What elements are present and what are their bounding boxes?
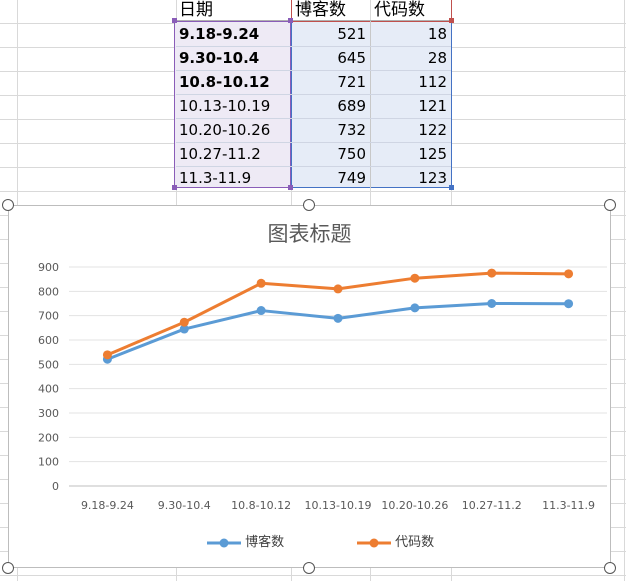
resize-handle[interactable] [2,199,14,211]
y-tick-label: 600 [38,334,59,347]
cell-blogs[interactable]: 749 [337,169,366,187]
resize-handle[interactable] [604,562,616,574]
x-tick-label: 10.8-10.12 [231,499,291,512]
column-divider [370,21,371,188]
range-handle[interactable] [172,18,177,23]
x-tick-label: 9.18-9.24 [81,499,134,512]
column-divider [624,0,625,581]
chart-area[interactable] [8,205,611,568]
cell-date[interactable]: 11.3-11.9 [179,169,252,187]
cell-blogs[interactable]: 721 [337,73,366,91]
range-handle[interactable] [288,18,293,23]
cell-date[interactable]: 9.18-9.24 [179,25,260,43]
cell-code[interactable]: 125 [418,145,447,163]
legend-marker-code [357,538,391,547]
data-point[interactable] [487,299,497,308]
cell-blogs[interactable]: 732 [337,121,366,139]
cell-blogs[interactable]: 750 [337,145,366,163]
data-point[interactable] [102,350,112,360]
row-divider [176,46,451,47]
cell-date[interactable]: 10.8-10.12 [179,73,270,91]
header-underline [176,20,451,21]
x-tick-label: 10.20-10.26 [381,499,448,512]
y-tick-label: 700 [38,310,59,323]
x-tick-label: 11.3-11.9 [542,499,595,512]
data-point[interactable] [564,299,574,309]
y-tick-label: 500 [38,358,59,371]
y-tick-label: 200 [38,431,59,444]
data-point[interactable] [487,268,497,278]
header-date[interactable]: 日期 [179,0,213,20]
range-handle[interactable] [449,185,454,190]
chart-title[interactable]: 图表标题 [267,222,352,246]
cell-blogs[interactable]: 521 [337,25,366,43]
range-handle[interactable] [288,185,293,190]
cell-code[interactable]: 123 [418,169,447,187]
legend-label-code: 代码数 [395,535,435,550]
category-range-highlight [174,21,291,188]
cell-code[interactable]: 122 [418,121,447,139]
y-tick-label: 0 [52,480,59,493]
cell-date[interactable]: 10.20-10.26 [179,121,271,139]
data-point[interactable] [410,303,420,313]
series-line[interactable] [106,302,569,361]
y-tick-label: 300 [38,407,59,420]
data-point[interactable] [179,317,189,327]
y-tick-label: 800 [38,285,59,298]
cell-date[interactable]: 10.13-10.19 [179,97,271,115]
y-tick-label: 400 [38,383,59,396]
data-point[interactable] [333,313,343,323]
legend-item-blogs[interactable]: 博客数 [207,531,284,550]
x-tick-label: 10.27-11.2 [462,499,522,512]
cell-blogs[interactable]: 689 [337,97,366,115]
header-blogs[interactable]: 博客数 [295,0,346,20]
header-code[interactable]: 代码数 [374,0,425,20]
data-point[interactable] [256,278,266,288]
resize-handle[interactable] [2,562,14,574]
legend-marker-blogs [207,538,241,547]
range-handle[interactable] [449,18,454,23]
row-divider [176,70,451,71]
data-point[interactable] [564,269,574,279]
y-tick-label: 900 [38,261,59,274]
cell-code[interactable]: 121 [418,97,447,115]
cell-code[interactable]: 112 [418,73,447,91]
row-divider [176,94,451,95]
cell-date[interactable]: 10.27-11.2 [179,145,261,163]
row-divider [176,166,451,167]
data-point[interactable] [333,284,343,294]
cell-date[interactable]: 9.30-10.4 [179,49,260,67]
cell-code[interactable]: 28 [427,49,447,67]
range-handle[interactable] [172,185,177,190]
y-tick-label: 100 [38,456,59,469]
x-tick-label: 10.13-10.19 [305,499,372,512]
row-divider [176,142,451,143]
row-divider [176,118,451,119]
resize-handle[interactable] [303,562,315,574]
resize-handle[interactable] [303,199,315,211]
data-point[interactable] [256,306,266,316]
legend-item-code[interactable]: 代码数 [357,531,434,550]
legend-label-blogs: 博客数 [245,535,285,550]
data-point[interactable] [410,273,420,283]
cell-blogs[interactable]: 645 [337,49,366,67]
cell-code[interactable]: 18 [427,25,447,43]
data-point[interactable] [179,324,189,334]
resize-handle[interactable] [604,199,616,211]
series-header-highlight [291,0,452,22]
x-tick-label: 9.30-10.4 [158,499,211,512]
